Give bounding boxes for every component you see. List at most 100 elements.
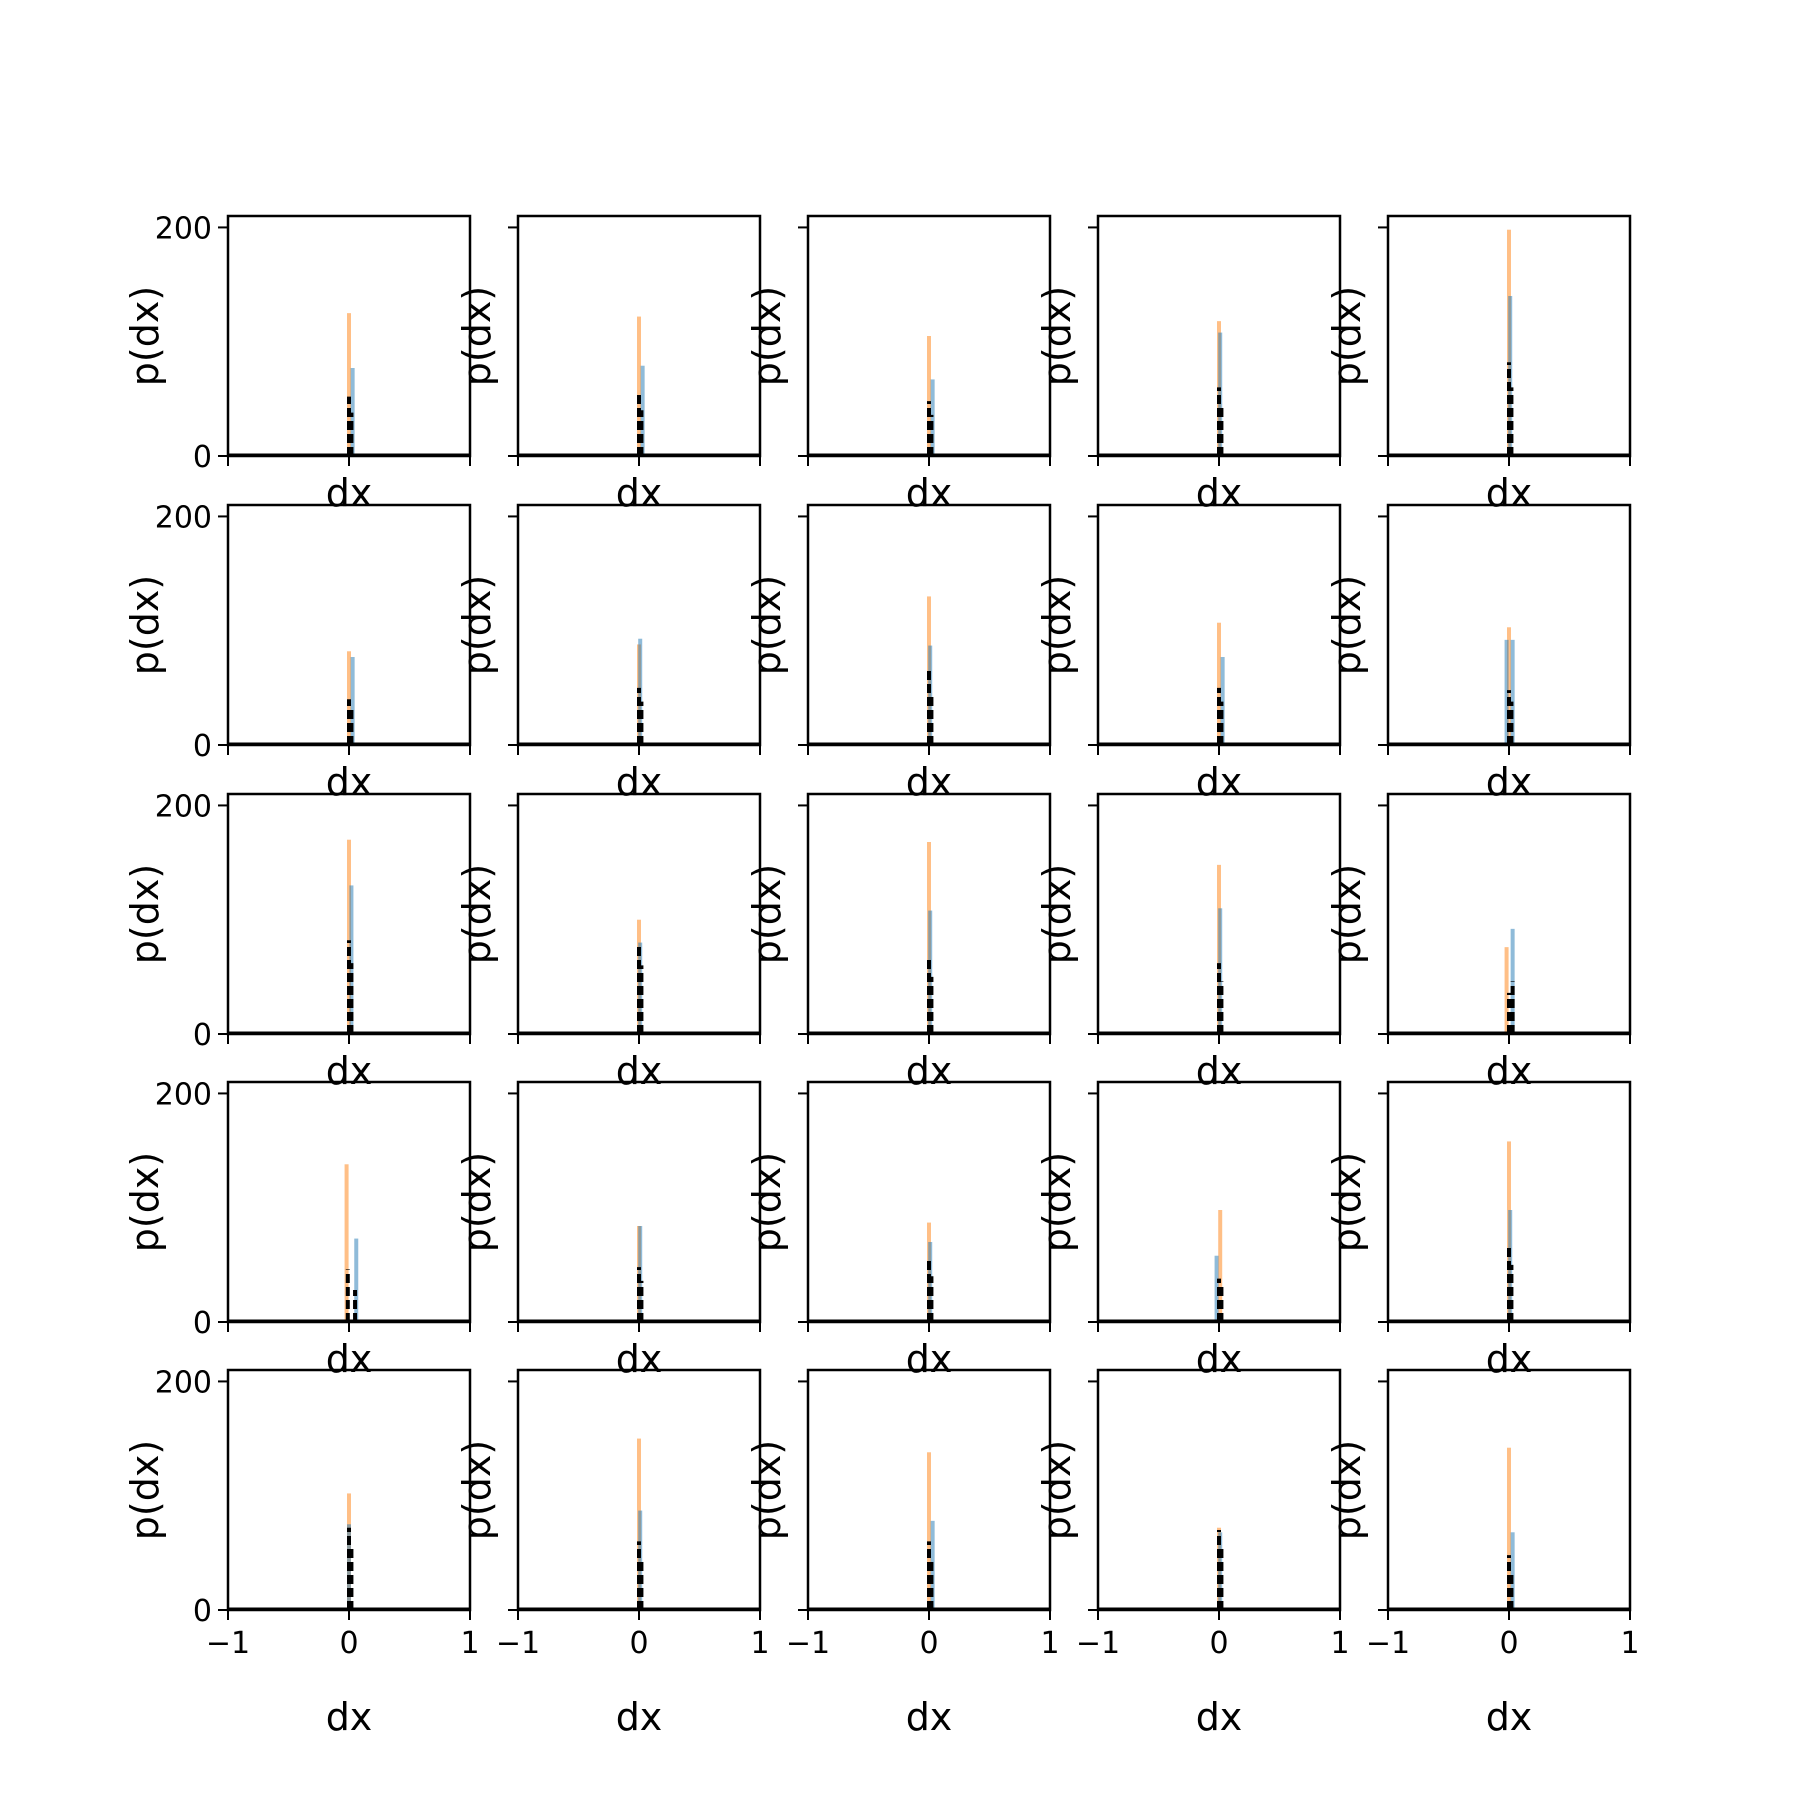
histogram-bar-a bbox=[927, 336, 931, 456]
x-axis-label: dx bbox=[906, 1695, 953, 1739]
y-tick-label: 200 bbox=[155, 500, 212, 535]
x-tick-label: 1 bbox=[750, 1626, 769, 1661]
x-tick-label: −1 bbox=[786, 1626, 830, 1661]
subplot-2-1: 0 200 p(dx) dx bbox=[123, 500, 472, 804]
subplot-5-5: −1 0 1 p(dx) dx bbox=[1325, 1368, 1640, 1739]
x-axis-label: dx bbox=[326, 760, 373, 804]
subplot-3-4: p(dx) dx bbox=[1035, 792, 1342, 1093]
x-axis-label: dx bbox=[1486, 1049, 1533, 1093]
x-axis-label: dx bbox=[616, 1337, 663, 1381]
subplot-5-2: −1 0 1 p(dx) dx bbox=[455, 1368, 770, 1739]
histogram-bar-a bbox=[1218, 1210, 1223, 1322]
subplot-4-4: p(dx) dx bbox=[1035, 1080, 1342, 1381]
x-tick-label: 0 bbox=[1499, 1626, 1518, 1661]
histogram-bar-b bbox=[349, 885, 354, 1034]
y-tick-label: 0 bbox=[193, 1594, 212, 1629]
x-axis-label: dx bbox=[906, 760, 953, 804]
x-tick-label: −1 bbox=[206, 1626, 250, 1661]
subplot-5-3: −1 0 1 p(dx) dx bbox=[745, 1368, 1060, 1739]
y-axis-label: p(dx) bbox=[1035, 864, 1079, 964]
y-axis-label: p(dx) bbox=[1325, 1440, 1369, 1540]
x-tick-label: 1 bbox=[1620, 1626, 1639, 1661]
subplot-1-2: p(dx) dx bbox=[455, 214, 762, 515]
y-axis-label: p(dx) bbox=[123, 1152, 167, 1252]
x-axis-label: dx bbox=[1486, 760, 1533, 804]
y-axis-label: p(dx) bbox=[745, 1440, 789, 1540]
x-axis-label: dx bbox=[1196, 471, 1243, 515]
histogram-bar-a bbox=[1507, 1447, 1511, 1610]
y-axis-label: p(dx) bbox=[455, 1152, 499, 1252]
histogram-bar-a bbox=[1504, 947, 1509, 1034]
histogram-bar-a bbox=[347, 313, 351, 456]
x-axis-label: dx bbox=[616, 1049, 663, 1093]
x-axis-label: dx bbox=[1196, 760, 1243, 804]
y-axis-label: p(dx) bbox=[745, 286, 789, 386]
histogram-bar-a bbox=[347, 651, 351, 745]
histogram-bar-a bbox=[1217, 622, 1221, 745]
y-tick-label: 200 bbox=[155, 211, 212, 246]
histogram-bar-b bbox=[1218, 1532, 1223, 1610]
y-tick-label: 0 bbox=[193, 1306, 212, 1341]
x-tick-label: 0 bbox=[1209, 1626, 1228, 1661]
subplot-2-4: p(dx) dx bbox=[1035, 503, 1342, 804]
y-tick-label: 0 bbox=[193, 1018, 212, 1053]
histogram-bar-b bbox=[1220, 657, 1225, 745]
x-axis-label: dx bbox=[616, 760, 663, 804]
y-axis-label: p(dx) bbox=[1035, 575, 1079, 675]
subplot-3-2: p(dx) dx bbox=[455, 792, 762, 1093]
y-tick-label: 200 bbox=[155, 1365, 212, 1400]
histogram-bar-b bbox=[1510, 1532, 1515, 1610]
subplot-5-4: −1 0 1 p(dx) dx bbox=[1035, 1368, 1350, 1739]
histogram-bar-b bbox=[1510, 639, 1515, 745]
y-axis-label: p(dx) bbox=[1035, 1440, 1079, 1540]
y-axis-label: p(dx) bbox=[1325, 864, 1369, 964]
x-axis-label: dx bbox=[326, 1337, 373, 1381]
y-axis-label: p(dx) bbox=[123, 864, 167, 964]
y-tick-label: 200 bbox=[155, 1077, 212, 1112]
histogram-bar-a bbox=[1507, 627, 1511, 745]
histogram-bar-b bbox=[354, 1238, 359, 1322]
subplot-2-2: p(dx) dx bbox=[455, 503, 762, 804]
subplot-1-1: 0 200 p(dx) dx bbox=[123, 211, 472, 515]
y-axis-label: p(dx) bbox=[1035, 286, 1079, 386]
histogram-bar-b bbox=[638, 1510, 643, 1610]
histogram-bar-a bbox=[637, 316, 641, 456]
y-axis-label: p(dx) bbox=[745, 575, 789, 675]
y-axis-label: p(dx) bbox=[123, 286, 167, 386]
y-axis-label: p(dx) bbox=[455, 864, 499, 964]
x-tick-label: 0 bbox=[339, 1626, 358, 1661]
x-tick-label: −1 bbox=[1366, 1626, 1410, 1661]
subplot-1-3: p(dx) dx bbox=[745, 214, 1052, 515]
y-axis-label: p(dx) bbox=[455, 286, 499, 386]
x-tick-label: 1 bbox=[460, 1626, 479, 1661]
x-tick-label: 1 bbox=[1330, 1626, 1349, 1661]
y-axis-label: p(dx) bbox=[455, 1440, 499, 1540]
subplot-grid: 0200p(dx)dxp(dx)dxp(dx)dxp(dx)dxp(dx)dx0… bbox=[123, 211, 1640, 1739]
y-axis-label: p(dx) bbox=[1325, 575, 1369, 675]
x-axis-label: dx bbox=[1486, 1695, 1533, 1739]
y-axis-label: p(dx) bbox=[1035, 1152, 1079, 1252]
x-axis-label: dx bbox=[326, 1049, 373, 1093]
x-axis-label: dx bbox=[906, 471, 953, 515]
subplot-2-5: p(dx) dx bbox=[1325, 503, 1632, 804]
x-tick-label: 0 bbox=[919, 1626, 938, 1661]
y-axis-label: p(dx) bbox=[745, 1152, 789, 1252]
subplot-4-5: p(dx) dx bbox=[1325, 1080, 1632, 1381]
y-tick-label: 0 bbox=[193, 440, 212, 475]
histogram-bar-b bbox=[928, 910, 933, 1034]
x-axis-label: dx bbox=[1486, 1337, 1533, 1381]
y-axis-label: p(dx) bbox=[745, 864, 789, 964]
histogram-bar-a bbox=[347, 839, 351, 1034]
subplot-1-4: p(dx) dx bbox=[1035, 214, 1342, 515]
y-axis-label: p(dx) bbox=[1325, 1152, 1369, 1252]
x-tick-label: −1 bbox=[1076, 1626, 1120, 1661]
histogram-bar-b bbox=[930, 379, 935, 456]
x-axis-label: dx bbox=[906, 1049, 953, 1093]
histogram-bar-b bbox=[1218, 908, 1223, 1034]
x-axis-label: dx bbox=[1486, 471, 1533, 515]
x-axis-label: dx bbox=[1196, 1695, 1243, 1739]
x-axis-label: dx bbox=[1196, 1337, 1243, 1381]
histogram-bar-b bbox=[350, 368, 355, 456]
